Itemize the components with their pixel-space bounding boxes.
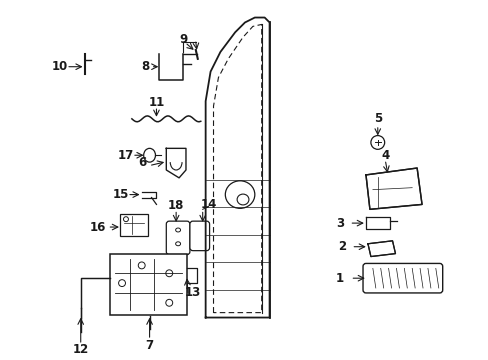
FancyBboxPatch shape [189,221,209,251]
Text: 5: 5 [373,112,381,125]
Text: 1: 1 [335,272,343,285]
Text: 4: 4 [381,149,389,162]
Text: 17: 17 [118,149,134,162]
Text: 11: 11 [148,96,164,109]
Text: 14: 14 [200,198,216,211]
Text: 13: 13 [184,287,201,300]
Polygon shape [365,168,421,209]
FancyBboxPatch shape [110,253,186,315]
FancyBboxPatch shape [120,214,147,236]
Text: 2: 2 [338,240,346,253]
Text: 12: 12 [72,342,89,356]
Text: 18: 18 [167,199,184,212]
Polygon shape [367,241,395,257]
FancyBboxPatch shape [166,221,189,255]
Text: 16: 16 [89,221,105,234]
Text: 8: 8 [141,60,149,73]
Text: 10: 10 [52,60,68,73]
Text: 15: 15 [113,188,129,201]
Text: 7: 7 [145,338,153,352]
Text: 6: 6 [138,156,146,168]
Text: 3: 3 [336,217,344,230]
Text: 9: 9 [179,33,187,46]
FancyBboxPatch shape [362,264,442,293]
